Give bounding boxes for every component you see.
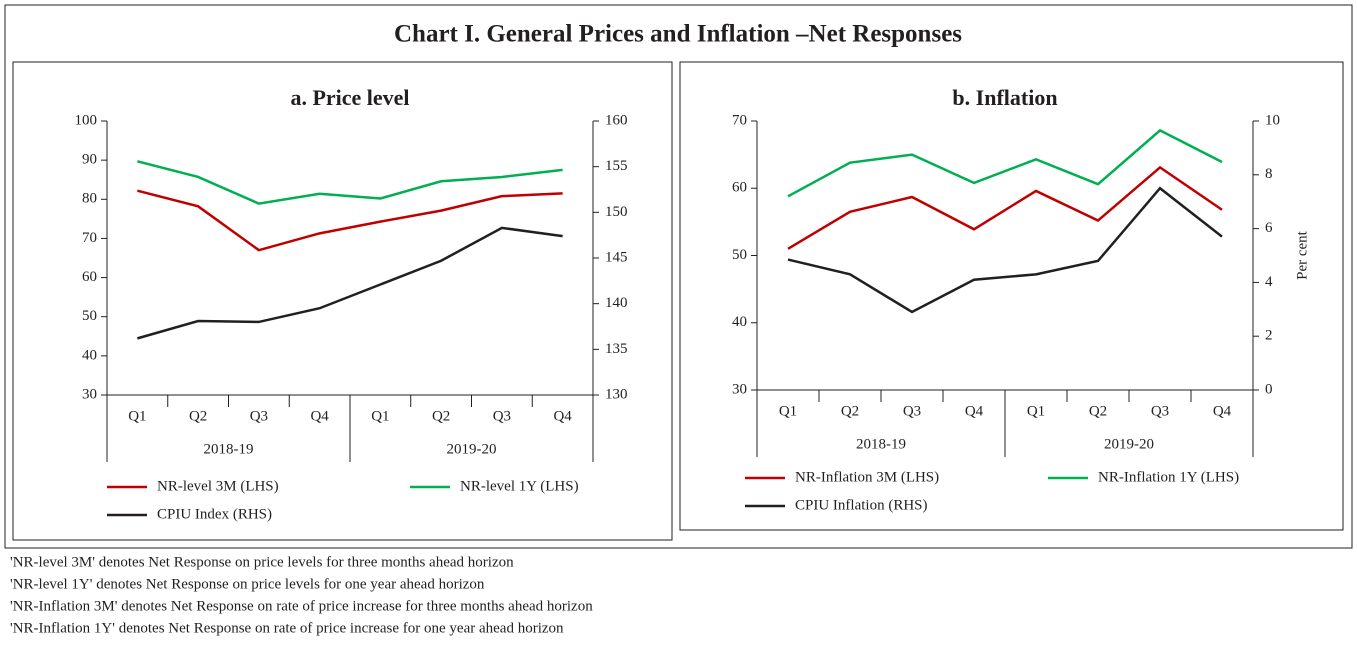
y-tick-label: 50 [82, 308, 97, 324]
y-tick-label: 70 [82, 230, 97, 246]
chart-title: b. Inflation [952, 85, 1057, 110]
y2-tick-label: 130 [605, 386, 628, 402]
series-line [787, 186, 1223, 314]
legend-label: CPIU Inflation (RHS) [795, 497, 928, 513]
x-tick-label: Q2 [189, 408, 207, 424]
y2-tick-label: 6 [1265, 220, 1273, 236]
y-tick-label: 40 [82, 347, 97, 363]
y2-tick-label: 135 [605, 341, 628, 357]
y2-tick-label: 155 [605, 158, 628, 174]
y-tick-label: 30 [732, 381, 747, 397]
x-tick-label: Q4 [310, 408, 329, 424]
panel-frame [12, 61, 673, 541]
y2-axis-label: Per cent [1294, 230, 1310, 280]
legend-label: NR-Inflation 1Y (LHS) [1098, 469, 1239, 485]
x-tick-label: Q1 [1027, 403, 1045, 419]
x-tick-label: Q3 [903, 403, 921, 419]
note: 'NR-Inflation 1Y' denotes Net Response o… [10, 620, 564, 636]
y2-tick-label: 150 [605, 204, 628, 220]
x-tick-label: Q2 [432, 408, 450, 424]
x-tick-label: Q3 [1151, 403, 1169, 419]
x-tick-label: Q1 [779, 403, 797, 419]
group-label: 2019-20 [447, 441, 497, 457]
x-tick-label: Q4 [553, 408, 572, 424]
series-line [137, 189, 563, 252]
y-tick-label: 80 [82, 191, 97, 207]
y-tick-label: 30 [82, 386, 97, 402]
series-line [137, 226, 563, 340]
x-tick-label: Q2 [841, 403, 859, 419]
x-tick-label: Q2 [1089, 403, 1107, 419]
y2-tick-label: 8 [1265, 166, 1273, 182]
legend-label: CPIU Index (RHS) [157, 506, 272, 522]
x-tick-label: Q3 [250, 408, 268, 424]
y-tick-label: 90 [82, 152, 97, 168]
x-tick-label: Q1 [128, 408, 146, 424]
group-label: 2018-19 [204, 441, 254, 457]
y-tick-label: 100 [75, 112, 98, 128]
x-tick-label: Q3 [493, 408, 511, 424]
group-label: 2018-19 [856, 436, 906, 452]
x-tick-label: Q1 [371, 408, 389, 424]
panel-frame [679, 61, 1344, 531]
note: 'NR-level 1Y' denotes Net Response on pr… [10, 576, 485, 592]
y2-tick-label: 160 [605, 112, 628, 128]
y2-tick-label: 4 [1265, 274, 1273, 290]
legend-label: NR-level 3M (LHS) [157, 478, 279, 494]
series-line [137, 160, 563, 205]
y2-tick-label: 140 [605, 295, 628, 311]
legend-label: NR-level 1Y (LHS) [460, 478, 579, 494]
note: 'NR-Inflation 3M' denotes Net Response o… [10, 598, 593, 614]
group-label: 2019-20 [1104, 436, 1154, 452]
y-tick-label: 60 [82, 269, 97, 285]
note: 'NR-level 3M' denotes Net Response on pr… [10, 554, 514, 570]
series-line [787, 165, 1223, 250]
y2-tick-label: 0 [1265, 381, 1273, 397]
x-tick-label: Q4 [1213, 403, 1232, 419]
y2-tick-label: 145 [605, 249, 628, 265]
series-line [787, 128, 1223, 198]
outer-frame [4, 4, 1353, 549]
y-tick-label: 40 [732, 314, 747, 330]
page-title: Chart I. General Prices and Inflation –N… [394, 21, 962, 48]
y-tick-label: 50 [732, 247, 747, 263]
y-tick-label: 70 [732, 112, 747, 128]
x-tick-label: Q4 [965, 403, 984, 419]
y2-tick-label: 2 [1265, 328, 1273, 344]
y-tick-label: 60 [732, 180, 747, 196]
legend-label: NR-Inflation 3M (LHS) [795, 469, 939, 485]
y2-tick-label: 10 [1265, 112, 1280, 128]
chart-title: a. Price level [290, 85, 409, 110]
